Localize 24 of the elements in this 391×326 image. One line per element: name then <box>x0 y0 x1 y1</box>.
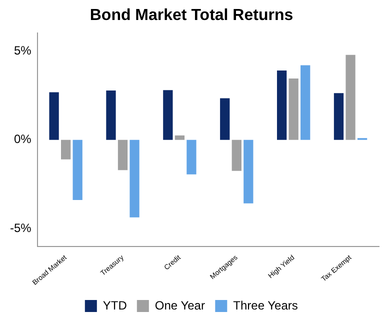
bar <box>288 78 298 140</box>
bar <box>106 90 116 140</box>
legend-label: One Year <box>154 298 205 312</box>
bar <box>232 140 242 171</box>
y-tick-label: 5% <box>14 43 32 58</box>
bar <box>346 54 356 140</box>
y-tick-label: -5% <box>10 221 32 236</box>
bar <box>244 140 254 204</box>
legend-label: YTD <box>102 298 128 312</box>
bar <box>72 140 82 200</box>
bar <box>174 135 185 140</box>
bar <box>49 92 59 140</box>
bar <box>118 140 128 170</box>
bar <box>334 93 344 140</box>
chart-title: Bond Market Total Returns <box>90 7 294 24</box>
bar <box>186 140 196 174</box>
bar <box>220 98 230 140</box>
legend-label: Three Years <box>233 298 298 312</box>
bar <box>60 140 71 160</box>
bar <box>300 65 310 140</box>
bar <box>130 140 140 218</box>
y-tick-label: 0% <box>14 132 32 146</box>
bar <box>276 70 287 140</box>
bar <box>163 90 173 140</box>
